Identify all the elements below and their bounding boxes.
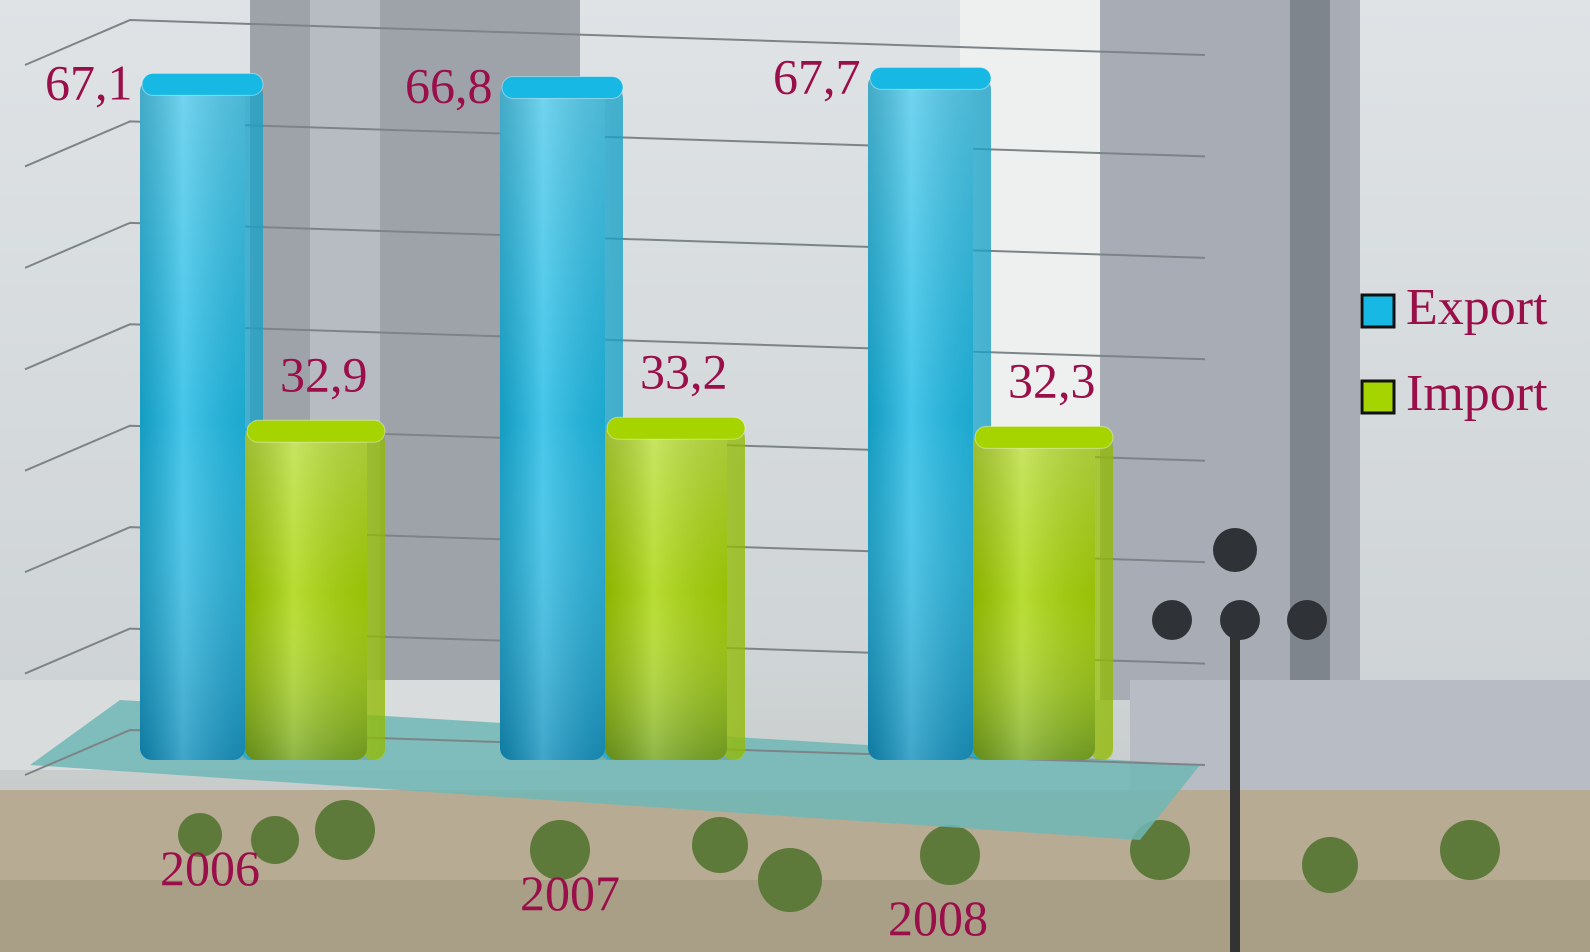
grid-line [24, 728, 1206, 776]
grid-line [24, 18, 1206, 66]
legend-label: Export [1406, 279, 1548, 336]
bar-top [606, 416, 746, 440]
bar-gloss [605, 423, 745, 760]
bar-top [974, 425, 1114, 449]
value-label: 32,3 [1008, 352, 1096, 408]
bar-gloss [140, 79, 263, 760]
bar-top [141, 72, 264, 96]
value-label: 33,2 [640, 343, 728, 399]
bar-top [501, 75, 624, 99]
value-label: 32,9 [280, 346, 368, 402]
legend-label: Import [1406, 365, 1548, 422]
x-tick-label: 2008 [888, 890, 988, 946]
grid-line [24, 627, 1206, 675]
legend-marker [1360, 379, 1396, 415]
grid-line [24, 323, 1206, 371]
bar-gloss [245, 426, 385, 760]
bar-top [246, 419, 386, 443]
grid-line [24, 120, 1206, 168]
grid-line [24, 526, 1206, 574]
bar-gloss [868, 73, 991, 761]
grid-line [24, 221, 1206, 269]
bar-gloss [500, 82, 623, 760]
value-label: 67,7 [773, 48, 861, 104]
bar-top [869, 66, 992, 90]
x-tick-label: 2007 [520, 865, 620, 921]
value-label: 66,8 [405, 57, 493, 113]
bar-gloss [973, 432, 1113, 760]
plot: 67,1 66,8 67,7 32,9 33,2 32,3 2006 2007 2008 Expo… [24, 18, 1548, 946]
legend-marker [1360, 293, 1396, 329]
x-tick-label: 2006 [160, 840, 260, 896]
value-label: 67,1 [45, 54, 133, 110]
grid-line [24, 424, 1206, 472]
